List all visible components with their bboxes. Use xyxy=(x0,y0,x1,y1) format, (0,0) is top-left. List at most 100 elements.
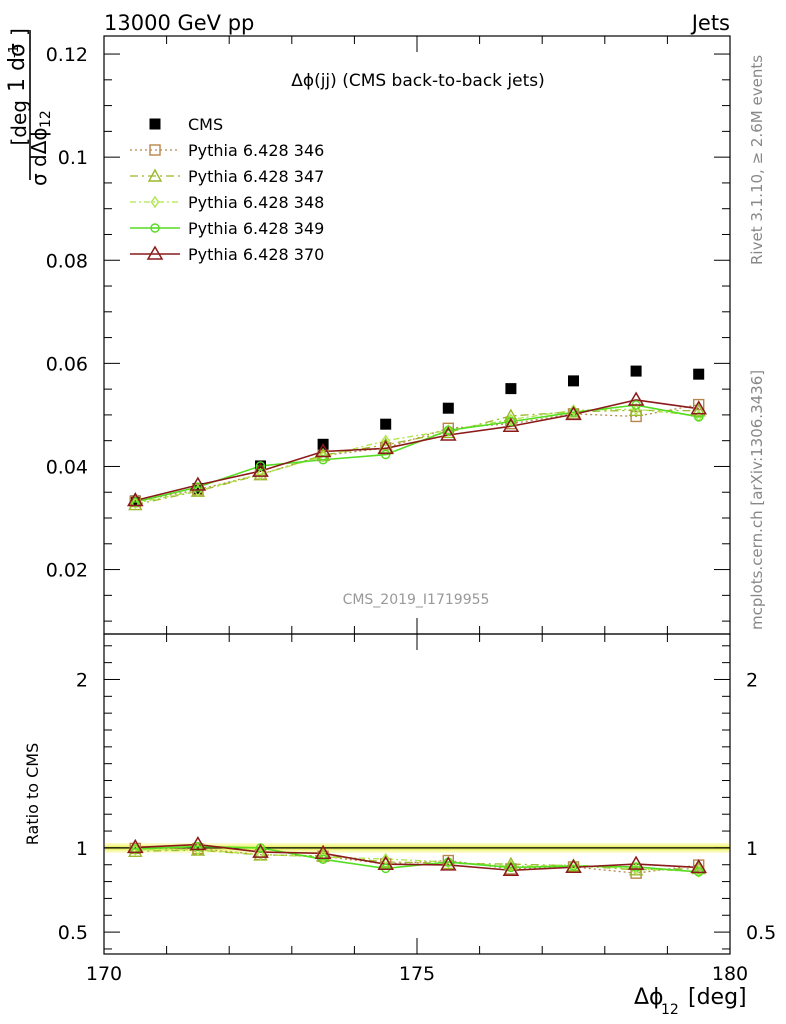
main-point-data xyxy=(380,418,392,430)
svg-text:Δϕ: Δϕ xyxy=(634,985,664,1010)
main-point-data xyxy=(192,483,204,495)
main-point-p348 xyxy=(193,484,203,497)
ratio-panel-frame xyxy=(103,633,731,955)
ratio-point-p347 xyxy=(691,861,706,875)
ratio-point-p347 xyxy=(503,856,519,870)
svg-text:12: 12 xyxy=(38,110,54,128)
main-point-p348 xyxy=(256,467,265,481)
x-tick-label: 175 xyxy=(399,963,435,985)
main-point-data xyxy=(568,375,579,387)
legend-label-p349: Pythia 6.428 349 xyxy=(188,219,324,238)
ratio-line-p370 xyxy=(135,843,699,872)
main-point-p347 xyxy=(691,403,706,417)
legend-label-data: CMS xyxy=(188,115,223,134)
y-tick-label-main: 0.08 xyxy=(46,250,88,272)
main-point-p348 xyxy=(631,403,641,416)
main-point-p370 xyxy=(377,439,395,455)
main-point-p370 xyxy=(126,491,144,507)
svg-text:1 dσ: 1 dσ xyxy=(5,43,30,92)
legend-label-p370: Pythia 6.428 370 xyxy=(188,245,324,264)
main-point-p370 xyxy=(252,462,269,477)
side-text-bottom: mcplots.cern.ch [arXiv:1306.3436] xyxy=(748,370,766,630)
main-point-p348 xyxy=(443,424,453,437)
legend-marker-p346 xyxy=(149,144,161,156)
main-point-data xyxy=(505,383,517,395)
svg-text:[deg: [deg xyxy=(7,100,31,146)
y-tick-label-ratio-right: 2 xyxy=(746,669,758,691)
main-point-p370 xyxy=(690,400,708,415)
main-line-p370 xyxy=(135,399,699,502)
main-point-p346 xyxy=(442,422,454,435)
main-point-p370 xyxy=(502,417,520,432)
ratio-point-p370 xyxy=(690,858,708,874)
legend-marker-p348 xyxy=(150,195,160,209)
svg-text:]: ] xyxy=(7,28,31,36)
ratio-point-p370 xyxy=(627,855,645,870)
main-point-p348 xyxy=(381,434,391,447)
main-point-p347 xyxy=(378,437,393,451)
legend-marker-data xyxy=(149,118,161,130)
y-tick-label-ratio-left: 1 xyxy=(76,838,88,860)
legend-label-p347: Pythia 6.428 347 xyxy=(188,167,324,186)
ratio-point-p348 xyxy=(443,855,453,869)
main-point-p348 xyxy=(130,496,140,510)
main-line-p346 xyxy=(135,403,699,503)
ratio-point-p370 xyxy=(377,855,395,870)
ratio-point-p370 xyxy=(314,844,332,860)
main-point-p346 xyxy=(693,398,705,411)
main-point-p370 xyxy=(314,443,332,458)
header-right: Jets xyxy=(690,11,730,35)
y-tick-label-main: 0.1 xyxy=(58,147,88,169)
ratio-point-p370 xyxy=(565,858,582,874)
main-point-p370 xyxy=(627,391,645,406)
legend-label-p346: Pythia 6.428 346 xyxy=(188,141,324,160)
ratio-line-p346 xyxy=(135,847,699,874)
ratio-point-p370 xyxy=(439,856,457,871)
main-point-data xyxy=(129,495,141,507)
legend-label-p348: Pythia 6.428 348 xyxy=(188,193,324,212)
header-left: 13000 GeV pp xyxy=(104,11,254,35)
legend-marker-p347 xyxy=(147,168,163,182)
x-tick-label: 180 xyxy=(712,963,748,985)
ratio-point-p348 xyxy=(256,848,265,861)
main-point-p370 xyxy=(189,476,207,491)
main-point-p370 xyxy=(565,405,582,421)
y-tick-label-ratio-right: 1 xyxy=(746,838,758,860)
main-y-axis-label: 1 dσ σ dΔϕ 12 [deg -1 ] xyxy=(5,28,54,186)
analysis-watermark: CMS_2019_I1719955 xyxy=(343,592,490,608)
svg-text:-1: -1 xyxy=(7,45,22,58)
main-point-p346 xyxy=(630,410,642,423)
x-axis-label: Δϕ 12 [deg] xyxy=(634,985,747,1018)
ratio-point-p348 xyxy=(193,843,203,856)
y-tick-label-main: 0.06 xyxy=(46,353,88,375)
ratio-point-p348 xyxy=(130,843,140,857)
ratio-point-p370 xyxy=(252,843,269,858)
main-line-p347 xyxy=(135,409,699,506)
legend-marker-p370 xyxy=(146,245,164,260)
svg-text:12: 12 xyxy=(661,1002,679,1018)
y-tick-label-main: 0.12 xyxy=(46,44,88,66)
main-point-p348 xyxy=(318,450,328,463)
x-tick-label: 170 xyxy=(86,963,122,985)
svg-text:[deg]: [deg] xyxy=(688,985,747,1010)
main-point-p347 xyxy=(503,408,519,422)
ratio-y-axis-label: Ratio to CMS xyxy=(23,743,42,845)
main-line-p348 xyxy=(135,408,699,504)
y-tick-label-ratio-left: 2 xyxy=(76,669,88,691)
side-text-top: Rivet 3.1.10, ≥ 2.6M events xyxy=(748,55,766,265)
ratio-line-p348 xyxy=(135,849,699,873)
main-point-data xyxy=(630,365,642,377)
y-tick-label-ratio-right: 0.5 xyxy=(746,922,776,944)
y-tick-label-main: 0.02 xyxy=(46,560,88,582)
svg-text:σ dΔϕ: σ dΔϕ xyxy=(27,127,51,186)
plot-title: Δϕ(jj) (CMS back-to-back jets) xyxy=(291,71,545,91)
ratio-point-p370 xyxy=(502,861,520,877)
ratio-point-p370 xyxy=(126,838,144,854)
main-point-data xyxy=(442,402,454,414)
main-line-p349 xyxy=(135,404,699,503)
ratio-point-p370 xyxy=(189,836,207,851)
y-tick-label-ratio-left: 0.5 xyxy=(58,922,88,944)
y-tick-label-main: 0.04 xyxy=(46,456,88,478)
main-point-data xyxy=(693,368,705,380)
